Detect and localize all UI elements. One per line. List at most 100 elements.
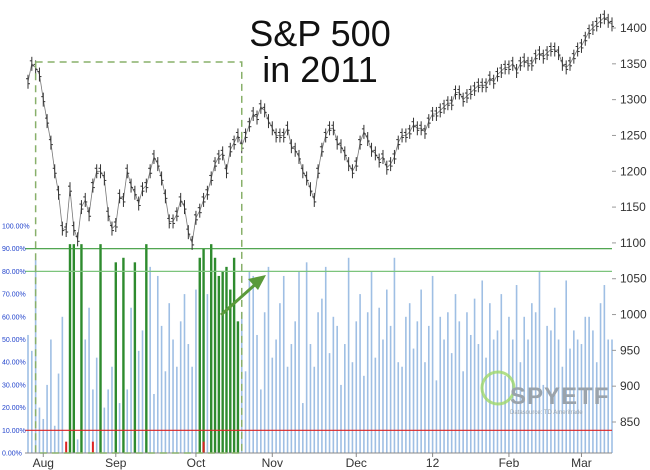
pct-bar	[393, 257, 396, 453]
pct-bar	[217, 275, 221, 453]
pct-bar	[88, 307, 90, 453]
pct-bar	[84, 339, 87, 453]
pct-bar	[519, 362, 522, 453]
highlight-box	[34, 61, 266, 454]
pct-bar	[240, 312, 243, 453]
pct-bar	[538, 271, 541, 453]
pct-bar	[492, 339, 495, 453]
pct-bar	[347, 257, 350, 453]
pct-bar	[427, 325, 430, 453]
pct-bar	[351, 362, 354, 453]
price-tick-label: 1000	[620, 308, 647, 322]
pct-bar	[599, 303, 602, 453]
pct-bar	[99, 244, 102, 453]
pct-bar	[141, 330, 144, 453]
pct-bar	[290, 344, 293, 453]
chart-title-line-2: in 2011	[262, 49, 377, 90]
pct-bar	[68, 244, 72, 453]
price-tick-label: 950	[620, 343, 640, 357]
pct-bar	[317, 312, 319, 453]
pct-tick-label: 30.00%	[2, 382, 26, 389]
pct-bar	[584, 316, 587, 453]
pct-bar	[515, 285, 518, 453]
price-tick-label: 1300	[620, 93, 647, 107]
pct-bar	[366, 312, 369, 453]
trend-arrow	[220, 280, 259, 317]
percent-bars	[27, 244, 613, 453]
pct-bar	[531, 303, 533, 453]
pct-tick-label: 50.00%	[2, 337, 26, 344]
pct-bar	[595, 362, 598, 453]
price-tick-label: 1100	[620, 236, 646, 250]
pct-bar	[149, 266, 151, 453]
pct-bar	[206, 294, 209, 453]
pct-bar	[447, 312, 449, 453]
pct-bar	[462, 371, 464, 453]
pct-bar	[496, 330, 499, 453]
pct-bar	[401, 366, 403, 453]
pct-bar	[565, 280, 567, 453]
pct-bar	[279, 303, 281, 453]
pct-tick-label: 10.00%	[2, 428, 26, 435]
pct-bar	[92, 389, 94, 453]
x-axis-ticks: Aug Sep Oct Nov Dec 12 Feb Mar	[33, 453, 592, 470]
pct-bar	[489, 303, 491, 453]
pct-bar	[95, 357, 98, 453]
pct-bar	[576, 339, 579, 453]
pct-bar	[580, 344, 583, 453]
pct-bar	[210, 244, 213, 453]
pct-tick-label: 20.00%	[2, 405, 26, 412]
pct-bar	[324, 266, 327, 453]
x-tick-label: 12	[426, 456, 440, 470]
pct-bar	[534, 312, 537, 453]
pct-bar	[424, 362, 426, 453]
pct-bar	[523, 316, 526, 453]
pct-bar	[408, 303, 411, 453]
pct-bar	[450, 353, 453, 453]
pct-bar	[232, 257, 236, 453]
pct-bar	[332, 316, 335, 453]
pct-bar	[344, 344, 346, 453]
pct-tick-label: 70.00%	[2, 292, 26, 299]
chart-title-line-1: S&P 500	[249, 13, 390, 54]
pct-bar	[133, 262, 137, 453]
pct-bar	[183, 294, 186, 453]
pct-bar	[431, 275, 434, 453]
highlight-dashed-box	[34, 61, 243, 454]
pct-bar	[168, 303, 171, 453]
pct-bar	[305, 262, 308, 453]
pct-bar	[145, 244, 148, 453]
pct-bar	[302, 403, 304, 453]
x-tick-label: Nov	[262, 456, 283, 470]
x-tick-label: Sep	[105, 456, 127, 470]
pct-bar	[164, 371, 167, 453]
pct-bar	[553, 307, 556, 453]
pct-bar	[611, 339, 613, 453]
pct-bar	[126, 389, 129, 453]
x-tick-label: Feb	[499, 456, 520, 470]
pct-bar	[191, 366, 193, 453]
trend-arrow-head	[248, 275, 266, 290]
pct-bar	[267, 266, 270, 453]
pct-bar	[72, 244, 76, 453]
pct-bar	[57, 373, 60, 453]
pct-bar	[286, 366, 289, 453]
pct-tick-label: 40.00%	[2, 360, 26, 367]
pct-bar	[370, 271, 373, 453]
price-tick-label: 1350	[620, 57, 647, 71]
pct-bar	[282, 275, 285, 453]
pct-bar	[340, 384, 342, 453]
pct-bar	[176, 366, 178, 453]
pct-bar	[263, 312, 266, 453]
pct-tick-label: 60.00%	[2, 314, 26, 321]
pct-bar	[443, 339, 445, 453]
pct-bar	[213, 257, 217, 453]
pct-tick-label: 80.00%	[2, 269, 26, 276]
pct-bar	[359, 294, 361, 453]
pct-bar	[561, 366, 564, 453]
x-tick-label: Dec	[346, 456, 367, 470]
pct-bar	[294, 321, 296, 453]
pct-bar	[588, 316, 590, 453]
pct-bar	[179, 321, 182, 453]
